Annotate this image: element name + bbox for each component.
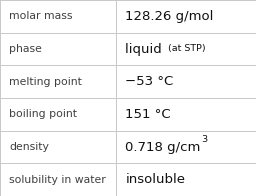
Text: 151 °C: 151 °C: [125, 108, 171, 121]
Text: 128.26 g/mol: 128.26 g/mol: [125, 10, 214, 23]
Text: molar mass: molar mass: [9, 11, 72, 21]
Text: boiling point: boiling point: [9, 109, 77, 119]
Text: 0.718 g/cm: 0.718 g/cm: [125, 141, 201, 153]
Text: insoluble: insoluble: [125, 173, 185, 186]
Text: solubility in water: solubility in water: [9, 175, 106, 185]
Text: (at STP): (at STP): [168, 44, 206, 54]
Text: phase: phase: [9, 44, 42, 54]
Text: melting point: melting point: [9, 77, 82, 87]
Text: −53 °C: −53 °C: [125, 75, 174, 88]
Text: liquid: liquid: [125, 43, 171, 55]
Text: 3: 3: [201, 135, 207, 144]
Text: density: density: [9, 142, 49, 152]
